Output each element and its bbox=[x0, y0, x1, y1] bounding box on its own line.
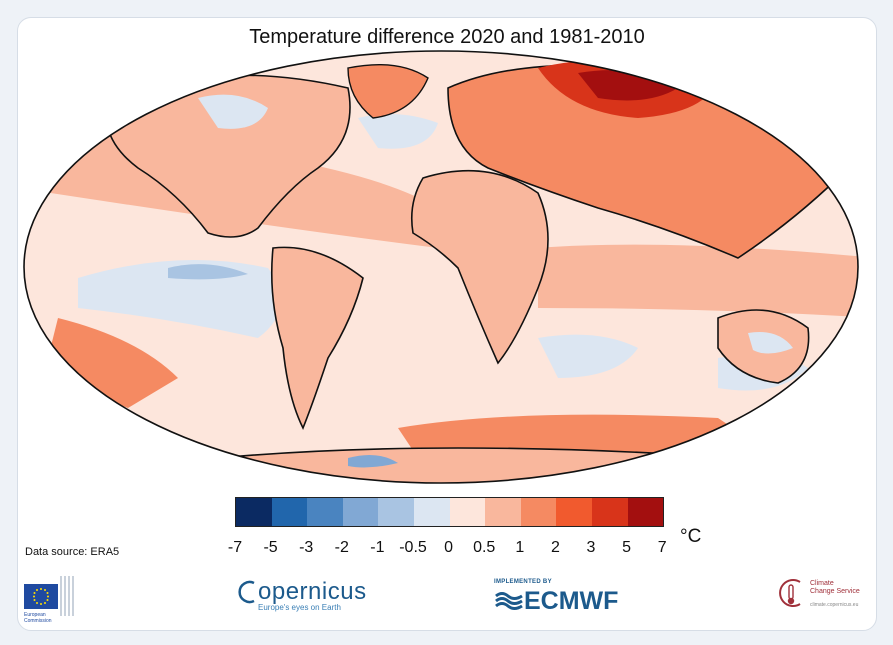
hudson-bay-cold bbox=[198, 94, 268, 129]
colorbar-cell bbox=[556, 498, 592, 526]
eu-building-icon bbox=[60, 576, 74, 616]
european-commission-logo: European Commission bbox=[24, 576, 74, 624]
eu-flag-icon bbox=[24, 584, 58, 609]
data-source: Data source: ERA5 bbox=[25, 546, 120, 558]
eu-text-line2: Commission bbox=[24, 618, 52, 624]
colorbar-tick-label: 1 bbox=[515, 539, 525, 556]
ecmwf-implemented-by: IMPLEMENTED BY bbox=[494, 579, 552, 585]
colorbar-ticks: -7 -5 -3 -2 -1 -0.5 0 0.5 1 2 3 5 7 bbox=[223, 539, 683, 561]
africa bbox=[410, 169, 549, 365]
colorbar-tick-label: -2 bbox=[334, 539, 349, 556]
colorbar-cell bbox=[591, 498, 628, 526]
south-america bbox=[270, 246, 364, 430]
colorbar-cell bbox=[627, 498, 664, 526]
c3s-url: climate.copernicus.eu bbox=[810, 602, 859, 608]
colorbar-tick-label: 7 bbox=[657, 539, 667, 556]
colorbar-tick-label: 0.5 bbox=[473, 539, 496, 556]
colorbar-tick-label: -0.5 bbox=[399, 539, 427, 556]
map-title: Temperature difference 2020 and 1981-201… bbox=[249, 26, 645, 48]
colorbar-cell bbox=[413, 498, 450, 526]
south-indian-cold bbox=[538, 334, 638, 378]
australia-cool bbox=[748, 332, 793, 354]
colorbar-tick-label: -3 bbox=[299, 539, 314, 556]
east-pacific-cold bbox=[78, 260, 281, 338]
colorbar-cell bbox=[378, 498, 414, 526]
colorbar-unit: °C bbox=[680, 526, 702, 547]
copernicus-logo: opernicus Europe's eyes on Earth bbox=[236, 578, 367, 612]
colorbar-tick-label: 2 bbox=[550, 539, 560, 556]
equatorial-pacific-cold-core bbox=[168, 264, 248, 280]
colorbar-tick-label: 3 bbox=[586, 539, 596, 556]
colorbar-tick-label: -5 bbox=[263, 539, 278, 556]
copernicus-name: opernicus bbox=[258, 578, 367, 605]
colorbar-cell bbox=[307, 498, 343, 526]
world-map bbox=[23, 50, 859, 484]
c3s-line1: Climate bbox=[810, 580, 834, 587]
north-atlantic-cold bbox=[358, 114, 438, 149]
greenland bbox=[347, 64, 429, 119]
indian-ocean-warm bbox=[538, 244, 858, 318]
colorbar-tick-label: 5 bbox=[622, 539, 632, 556]
south-pacific-warm bbox=[48, 318, 178, 408]
eu-text-line1: European bbox=[24, 612, 46, 618]
ecmwf-logo: IMPLEMENTED BY ECMWF bbox=[494, 579, 618, 616]
colorbar-cell bbox=[271, 498, 308, 526]
copernicus-tagline: Europe's eyes on Earth bbox=[258, 603, 341, 612]
climate-change-service-logo: Climate Change Service climate.copernicu… bbox=[776, 576, 876, 616]
colorbar-cell bbox=[342, 498, 379, 526]
colorbar-cell bbox=[485, 498, 521, 526]
globe-outline bbox=[23, 50, 859, 484]
colorbar-tick-label: -1 bbox=[370, 539, 385, 556]
colorbar-tick-label: 0 bbox=[444, 539, 454, 556]
colorbar-cell bbox=[520, 498, 557, 526]
copernicus-c-icon bbox=[238, 580, 255, 604]
ecmwf-name: ECMWF bbox=[524, 587, 619, 615]
colorbar-cell bbox=[236, 498, 272, 526]
colorbar-tick-label: -7 bbox=[227, 539, 243, 556]
colorbar-cell bbox=[449, 498, 486, 526]
c3s-thermometer-icon bbox=[779, 579, 801, 607]
antarctic-cool bbox=[348, 454, 398, 468]
colorbar bbox=[235, 497, 665, 527]
north-america bbox=[105, 74, 351, 238]
figure-card: Temperature difference 2020 and 1981-201… bbox=[17, 17, 877, 631]
c3s-line2: Change Service bbox=[810, 588, 860, 595]
ecmwf-wave-icon bbox=[495, 591, 523, 610]
